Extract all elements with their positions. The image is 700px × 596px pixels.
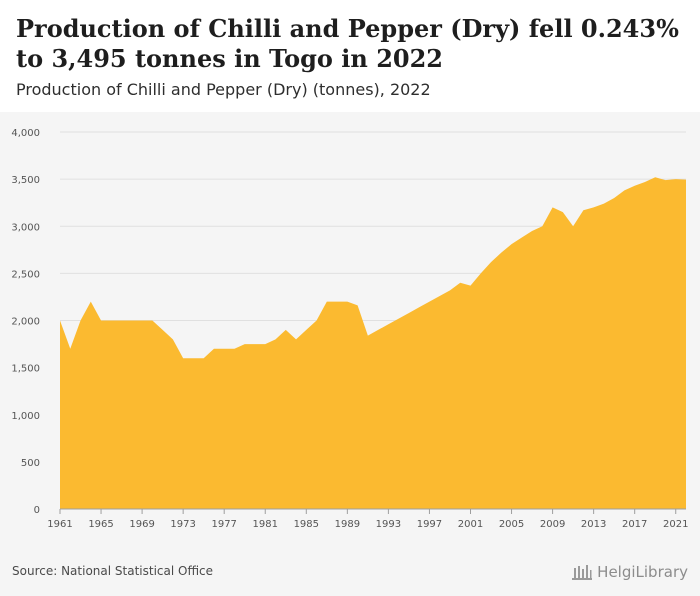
data-point	[479, 272, 482, 275]
x-tick-label: 1965	[88, 519, 113, 530]
data-point	[305, 328, 308, 331]
data-point	[407, 311, 410, 314]
x-tick-label: 2005	[499, 519, 524, 530]
data-point	[613, 196, 616, 199]
data-point	[397, 317, 400, 320]
data-point	[110, 319, 113, 322]
data-point	[448, 289, 451, 292]
data-point	[284, 328, 287, 331]
data-point	[490, 261, 493, 264]
x-tick-label: 1981	[253, 519, 278, 530]
data-point	[264, 343, 267, 346]
data-point	[551, 206, 554, 209]
data-point	[336, 300, 339, 303]
data-point	[387, 323, 390, 326]
x-tick-label: 1989	[335, 519, 360, 530]
chart-panel: 0 500 1,000 1,500 2,000 2,500 3,000 3,500 4,000 1…	[0, 112, 700, 558]
data-point	[418, 306, 421, 309]
x-tick-label: 2013	[581, 519, 606, 530]
data-point	[192, 357, 195, 360]
y-tick-label: 500	[21, 458, 40, 469]
x-tick-label: 1993	[376, 519, 401, 530]
data-point	[253, 343, 256, 346]
data-point	[171, 338, 174, 341]
y-tick-label: 4,000	[11, 128, 40, 139]
y-tick-label: 3,500	[11, 175, 40, 186]
data-point	[274, 338, 277, 341]
x-tick-label: 1997	[417, 519, 442, 530]
y-tick-label: 2,500	[11, 269, 40, 280]
x-tick-label: 2009	[540, 519, 565, 530]
data-point	[161, 328, 164, 331]
data-point	[633, 184, 636, 187]
x-tick-label: 1985	[294, 519, 319, 530]
y-tick-label: 3,000	[11, 222, 40, 233]
data-point	[459, 281, 462, 284]
data-point	[182, 357, 185, 360]
data-point	[130, 319, 133, 322]
area-chart: 0 500 1,000 1,500 2,000 2,500 3,000 3,500 4,000 1…	[11, 128, 688, 530]
data-point	[377, 328, 380, 331]
data-point	[356, 304, 359, 307]
y-tick-label: 1,500	[11, 364, 40, 375]
data-point	[664, 179, 667, 182]
data-point	[141, 319, 144, 322]
data-point	[541, 225, 544, 228]
data-point	[325, 300, 328, 303]
x-tick-label: 1977	[211, 519, 236, 530]
x-tick-label: 2017	[622, 519, 647, 530]
data-point	[500, 251, 503, 254]
data-point	[561, 211, 564, 214]
data-point	[223, 347, 226, 350]
library-icon	[572, 565, 593, 580]
y-tick-label: 0	[34, 505, 40, 516]
data-point	[59, 319, 62, 322]
chart-subtitle: Production of Chilli and Pepper (Dry) (t…	[16, 80, 431, 99]
data-point	[602, 202, 605, 205]
y-tick-label: 2,000	[11, 317, 40, 328]
data-point	[120, 319, 123, 322]
data-point	[233, 347, 236, 350]
data-point	[100, 319, 103, 322]
data-point	[510, 243, 513, 246]
data-point	[592, 206, 595, 209]
data-point	[366, 334, 369, 337]
x-tick-label: 1969	[129, 519, 154, 530]
data-point	[572, 225, 575, 228]
data-point	[623, 189, 626, 192]
data-point	[295, 338, 298, 341]
data-point	[674, 178, 677, 181]
data-point	[428, 300, 431, 303]
footer: Source: National Statistical Office Helg…	[0, 558, 700, 596]
data-point	[685, 178, 688, 181]
data-point	[212, 347, 215, 350]
data-point	[346, 300, 349, 303]
data-point	[69, 347, 72, 350]
data-point	[315, 319, 318, 322]
brand-name: HelgiLibrary	[597, 563, 688, 581]
data-point	[89, 300, 92, 303]
brand-logo[interactable]: HelgiLibrary	[571, 560, 688, 584]
header: Production of Chilli and Pepper (Dry) fe…	[0, 0, 700, 112]
chart-title: Production of Chilli and Pepper (Dry) fe…	[16, 14, 679, 73]
source-note: Source: National Statistical Office	[12, 564, 214, 578]
y-tick-label: 1,000	[11, 411, 40, 422]
x-tick-label: 2001	[458, 519, 483, 530]
data-point	[654, 176, 657, 179]
data-point	[469, 284, 472, 287]
data-point	[79, 319, 82, 322]
data-point	[582, 209, 585, 212]
area-series	[60, 177, 686, 509]
data-point	[151, 319, 154, 322]
data-point	[202, 357, 205, 360]
data-point	[531, 229, 534, 232]
data-point	[520, 236, 523, 239]
data-point	[643, 180, 646, 183]
x-tick-label: 1961	[47, 519, 72, 530]
data-point	[243, 343, 246, 346]
x-tick-label: 2021	[663, 519, 688, 530]
data-point	[438, 294, 441, 297]
x-tick-label: 1973	[170, 519, 195, 530]
